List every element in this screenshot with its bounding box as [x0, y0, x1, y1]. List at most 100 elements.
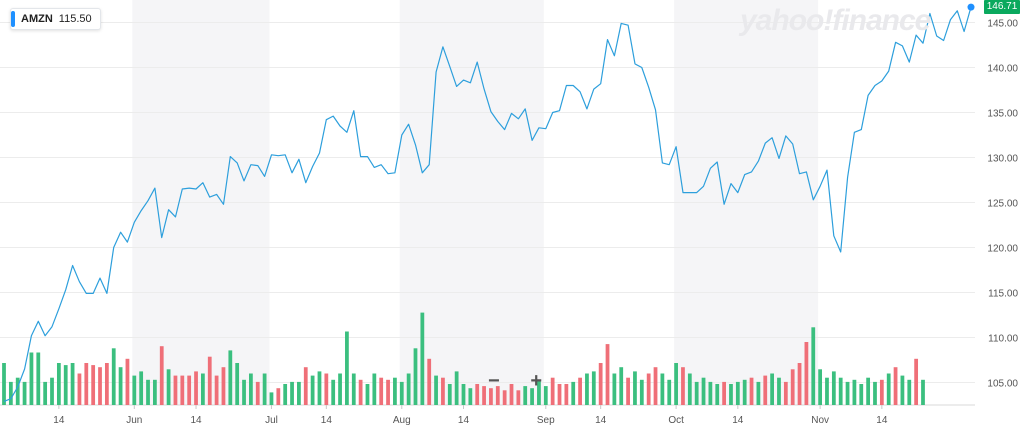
volume-bar: [413, 348, 418, 405]
volume-bar: [386, 379, 390, 405]
zoom-in-button[interactable]: +: [530, 370, 542, 392]
volume-bar: [516, 390, 521, 405]
volume-bar: [317, 371, 322, 405]
volume-bar: [763, 375, 768, 405]
volume-bar: [84, 363, 89, 405]
y-axis: 105.00 110.00 115.00 120.00 125.00 130.00 135.…: [987, 19, 1018, 390]
volume-bar: [722, 381, 726, 405]
volume-bar: [783, 381, 788, 405]
volume-bar: [406, 373, 411, 405]
volume-bar: [331, 379, 336, 405]
volume-bar: [146, 379, 150, 405]
volume-bar: [681, 367, 685, 405]
volume-bar: [166, 369, 171, 405]
volume-bar: [283, 384, 288, 405]
volume-bar: [866, 377, 871, 405]
volume-bar: [742, 379, 747, 405]
volume-bar: [674, 363, 678, 405]
volume-bar: [132, 375, 137, 405]
y-tick-label: 145.00: [987, 19, 1018, 30]
volume-bar: [77, 373, 82, 405]
x-tick-label: 14: [732, 415, 744, 426]
x-tick-label: Nov: [811, 415, 829, 426]
legend-symbol: AMZN: [21, 13, 53, 25]
volume-bar: [22, 381, 27, 405]
x-tick-label: Oct: [668, 415, 684, 426]
volume-bar: [15, 377, 20, 405]
volume-bar: [811, 327, 816, 405]
x-tick-label: 14: [321, 415, 333, 426]
volume-bar: [495, 386, 500, 405]
volume-bar: [56, 363, 61, 405]
volume-bar: [893, 367, 898, 405]
volume-bar: [879, 379, 884, 405]
volume-bar: [502, 390, 507, 405]
zoom-controls: − +: [482, 370, 548, 392]
volume-bar: [735, 381, 740, 405]
volume-bar: [152, 379, 157, 405]
volume-bar: [365, 384, 370, 405]
volume-bar: [838, 377, 843, 405]
volume-bar: [729, 384, 733, 405]
symbol-legend[interactable]: AMZN 115.50: [10, 8, 101, 30]
volume-bar: [269, 392, 274, 405]
volume-bar: [351, 373, 356, 405]
price-line: [3, 6, 972, 402]
volume-bar: [756, 381, 761, 405]
volume-bar: [36, 352, 41, 405]
volume-bar: [633, 371, 637, 405]
volume-bar: [598, 363, 603, 405]
volume-bar: [639, 379, 644, 405]
zoom-out-button[interactable]: −: [488, 370, 500, 392]
x-tick-label: Aug: [393, 415, 411, 426]
last-price-badge: 146.71: [984, 0, 1020, 14]
volume-bar: [207, 356, 212, 405]
volume-bar: [345, 331, 349, 405]
x-tick-label: 14: [595, 415, 607, 426]
x-axis: 14 Jun 14 Jul 14 Aug 14 Sep 14 Oct 14 Nov 14: [53, 405, 888, 426]
volume-bar: [43, 381, 48, 405]
volume-bar: [324, 373, 329, 405]
volume-bar: [852, 379, 857, 405]
volume-bar: [50, 377, 54, 405]
volume-bar: [475, 384, 480, 405]
volume-bar: [818, 369, 823, 405]
volume-bar: [201, 373, 205, 405]
volume-bar: [420, 312, 425, 405]
volume-bar: [63, 365, 68, 405]
volume-bar: [749, 377, 754, 405]
volume-bar: [139, 371, 144, 405]
volume-bar: [873, 381, 877, 405]
volume-bar: [228, 350, 233, 405]
volume-bar: [8, 381, 13, 405]
x-tick-label: 14: [458, 415, 470, 426]
volume-bar: [859, 384, 864, 405]
volume-bar: [358, 379, 363, 405]
y-tick-label: 140.00: [987, 64, 1018, 75]
volume-bar: [914, 358, 919, 405]
y-tick-label: 110.00: [988, 334, 1018, 345]
volume-bar: [447, 384, 452, 405]
volume-bar: [255, 381, 260, 405]
volume-bar: [921, 379, 925, 405]
volume-bar: [701, 377, 706, 405]
volume-bar: [221, 367, 226, 405]
x-tick-label: 14: [190, 415, 202, 426]
x-tick-label: 14: [53, 415, 65, 426]
volume-bar: [98, 367, 102, 405]
volume-bar: [303, 367, 308, 405]
volume-bar: [619, 367, 624, 405]
volume-bar: [242, 379, 246, 405]
volume-bar: [578, 377, 582, 405]
volume-bar: [482, 386, 486, 405]
volume-bar: [276, 388, 281, 405]
volume-bar: [118, 367, 123, 405]
volume-bar: [790, 369, 795, 405]
volume-bar: [91, 365, 96, 405]
volume-bar: [626, 377, 630, 405]
volume-bar: [249, 373, 253, 405]
volume-bar: [605, 344, 610, 405]
volume-bar: [2, 363, 6, 405]
volume-bar: [290, 381, 294, 405]
